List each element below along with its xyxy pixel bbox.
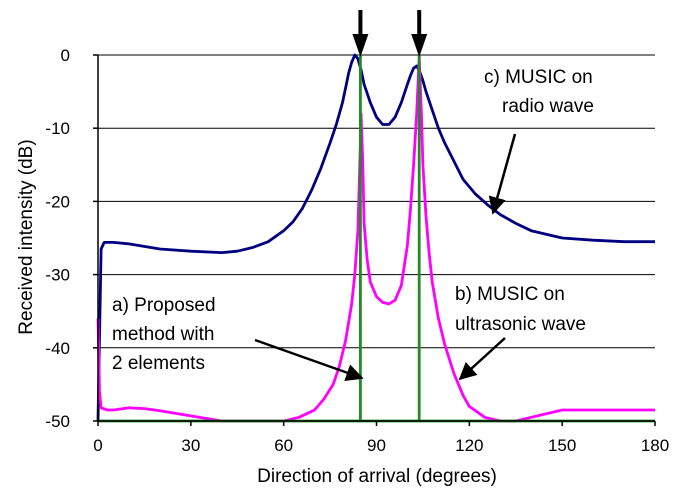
y-tick-label: 0 xyxy=(61,46,70,65)
annotation-b-line-1: b) MUSIC on xyxy=(455,284,565,305)
annotation-c-line-1: c) MUSIC on xyxy=(484,67,593,88)
x-tick-label: 120 xyxy=(455,436,483,455)
annotation-a-line-2: method with xyxy=(112,324,214,345)
y-tick-label: -20 xyxy=(45,192,70,211)
annotation-a-arrow xyxy=(254,338,364,381)
peak-markers xyxy=(352,10,428,57)
annotation-a: a) Proposed method with 2 elements xyxy=(112,295,364,381)
y-tick-label: -50 xyxy=(45,412,70,431)
x-tick-label: 90 xyxy=(367,436,386,455)
x-tick-label: 180 xyxy=(641,436,669,455)
annotation-c: c) MUSIC on radio wave xyxy=(484,67,594,215)
x-tick-label: 150 xyxy=(548,436,576,455)
annotation-a-line-1: a) Proposed xyxy=(112,295,216,316)
y-tick-label: -10 xyxy=(45,119,70,138)
peak-marker-arrow xyxy=(411,10,428,57)
annotation-b: b) MUSIC on ultrasonic wave xyxy=(455,284,586,381)
y-axis-title: Received intensity (dB) xyxy=(16,139,37,334)
peak-marker-arrow xyxy=(352,10,369,57)
axes xyxy=(93,54,656,426)
grid-lines xyxy=(98,54,655,349)
x-axis-title: Direction of arrival (degrees) xyxy=(257,466,497,487)
x-tick-label: 60 xyxy=(274,436,293,455)
x-tick-label: 0 xyxy=(93,436,102,455)
x-tick-label: 30 xyxy=(181,436,200,455)
x-tick-labels: 0 30 60 90 120 150 180 xyxy=(93,436,669,455)
series-c-line xyxy=(96,53,655,422)
annotation-c-line-2: radio wave xyxy=(502,96,594,117)
annotation-b-arrow xyxy=(458,337,506,381)
annotation-c-arrow xyxy=(488,133,517,215)
y-tick-label: -30 xyxy=(45,266,70,285)
annotation-a-line-3: 2 elements xyxy=(112,353,205,374)
y-tick-labels: 0 -10 -20 -30 -40 -50 xyxy=(45,46,70,431)
y-tick-label: -40 xyxy=(45,339,70,358)
annotation-b-line-2: ultrasonic wave xyxy=(455,314,586,335)
